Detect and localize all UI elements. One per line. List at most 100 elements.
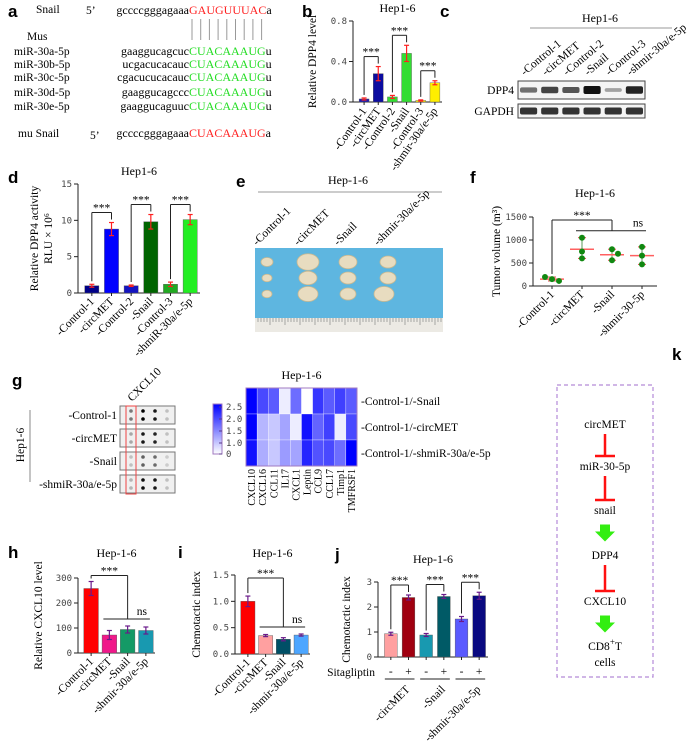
panel-label-h: h — [8, 543, 18, 562]
treatment-label: Sitagliptin — [327, 667, 375, 679]
blot-dot — [165, 417, 169, 421]
blot-dot — [141, 440, 145, 444]
data-point — [579, 255, 585, 262]
blot-dot — [141, 478, 145, 482]
snail-label: Snail — [36, 4, 60, 16]
dot-blot-row-label: -Control-1 — [68, 410, 117, 422]
blot-dot — [153, 478, 157, 482]
bar — [276, 639, 291, 655]
chart-title: Hep1-6 — [380, 1, 416, 15]
sig-label: *** — [101, 566, 119, 578]
heatmap-column-label: IL17 — [280, 469, 291, 488]
panel-label-e: e — [236, 172, 245, 191]
y-tick-label: 200 — [56, 599, 72, 609]
y-tick-label: 1 — [367, 628, 372, 638]
y-tick-label: 0 — [67, 289, 72, 299]
blot-row-label: GAPDH — [474, 106, 514, 118]
y-tick-label: 0 — [522, 282, 527, 292]
blot-row-label: DPP4 — [487, 85, 514, 97]
pathway-node: CD8+T — [588, 637, 622, 653]
mirna-seq-seed-text: CUACAAAUGu — [189, 70, 272, 84]
dot-blot: Hep1-6 CXCL10 -Control-1 -circMET -Snail -shm… — [15, 366, 176, 495]
mirna-seq-seed-text: CUACAAAUGu — [189, 85, 272, 99]
heatmap-cell — [312, 387, 324, 415]
heatmap-column-label: Timp1 — [336, 469, 347, 495]
heatmap-row-label: -Control-1/-circMET — [361, 422, 458, 434]
group-label: -circMET — [372, 684, 413, 725]
heatmap-cell — [312, 439, 324, 467]
blot-dot — [165, 463, 169, 467]
dot-blot-row-label: -Snail — [90, 456, 117, 468]
blot-dot — [165, 478, 169, 482]
data-point — [639, 252, 645, 259]
mirna-seq-prefix: cgacucucacauc — [117, 70, 189, 84]
blot-dot — [141, 455, 145, 459]
chart-j: 0 1 2 3 Chemotactic index Hep-1-6 Sitagliptin -… — [327, 552, 488, 744]
tumor — [339, 271, 357, 285]
sig-label: *** — [257, 568, 275, 580]
tumor — [339, 287, 357, 301]
membrane — [119, 474, 176, 494]
dot-blot-row-label: -circMET — [72, 433, 117, 445]
y-tick-label: 1.0 — [213, 597, 229, 607]
group-label: Hep1-6 — [15, 428, 27, 463]
snail-seq-suffix: a — [266, 3, 272, 17]
heatmap-cell — [279, 387, 291, 415]
pathway-node: circMET — [584, 419, 626, 431]
blot-dot — [141, 409, 145, 413]
treatment-sign: - — [389, 666, 393, 678]
sig-label: *** — [132, 195, 150, 207]
pathway-box — [556, 384, 654, 678]
tumor — [379, 255, 397, 269]
y-axis-label: Chemotactic index — [191, 571, 203, 658]
heatmap-cell — [301, 387, 313, 415]
mu-snail-seq-prefix: gccccgggagaaa — [116, 126, 189, 140]
node-suffix: T — [615, 641, 622, 653]
heatmap-cell — [290, 387, 302, 415]
data-point — [615, 250, 621, 257]
panel-label-b: b — [302, 2, 312, 21]
pathway-diagram: circMETmiR-30-5psnailDPP4CXCL10CD8+Tcell… — [556, 384, 654, 678]
blot-dot — [141, 417, 145, 421]
y-tick-label: 0.0 — [331, 98, 347, 108]
sig-label: *** — [426, 575, 444, 587]
chart-title: Hep-1-6 — [97, 546, 137, 560]
heatmap-cell — [323, 387, 335, 415]
blot-band — [583, 86, 601, 94]
y-tick-label: 2 — [367, 603, 372, 613]
blot-dot — [153, 417, 157, 421]
blot-band — [541, 86, 559, 94]
mirna-seq-prefix: gaaggucagcuc — [121, 44, 189, 58]
heatmap-cell — [323, 439, 335, 467]
column-label: CXCL10 — [126, 366, 164, 404]
sig-label: *** — [363, 47, 381, 59]
colorbar-tick-label: 1.0 — [226, 439, 242, 449]
tumor — [373, 286, 395, 302]
y-tick-label: 0.5 — [213, 624, 229, 634]
blot-dot — [129, 478, 133, 482]
membrane — [119, 428, 176, 448]
y-axis-label: Relative DPP4 activity — [29, 186, 41, 292]
blot-dot — [165, 432, 169, 436]
heatmap-column-label: CCL9 — [314, 469, 325, 493]
panel-label-c: c — [440, 2, 449, 21]
blot-membrane — [517, 80, 646, 100]
ns-label: ns — [137, 606, 148, 618]
heatmap-cell — [245, 387, 258, 415]
heatmap-cell — [290, 413, 302, 441]
heatmap-column-label: Leptin — [303, 469, 314, 495]
chart-title: Hep-1-6 — [413, 552, 453, 566]
blot-dot — [153, 409, 157, 413]
y-tick-label: 0.8 — [331, 17, 347, 27]
chart-d: 0 5 10 15 Relative DPP4 activity RLU × 10⁶ Hep… — [29, 164, 200, 359]
panel-label-i: i — [178, 543, 183, 562]
dot-blot-row-label: -shmiR-30a/e-5p — [39, 479, 117, 491]
blot-band — [562, 87, 580, 93]
heatmap-cell — [279, 439, 291, 467]
blot-dot — [129, 417, 133, 421]
data-point — [549, 276, 555, 283]
mirna-seq-seed-text: CUACAAAUGu — [189, 57, 272, 71]
heatmap-cell — [301, 413, 313, 441]
